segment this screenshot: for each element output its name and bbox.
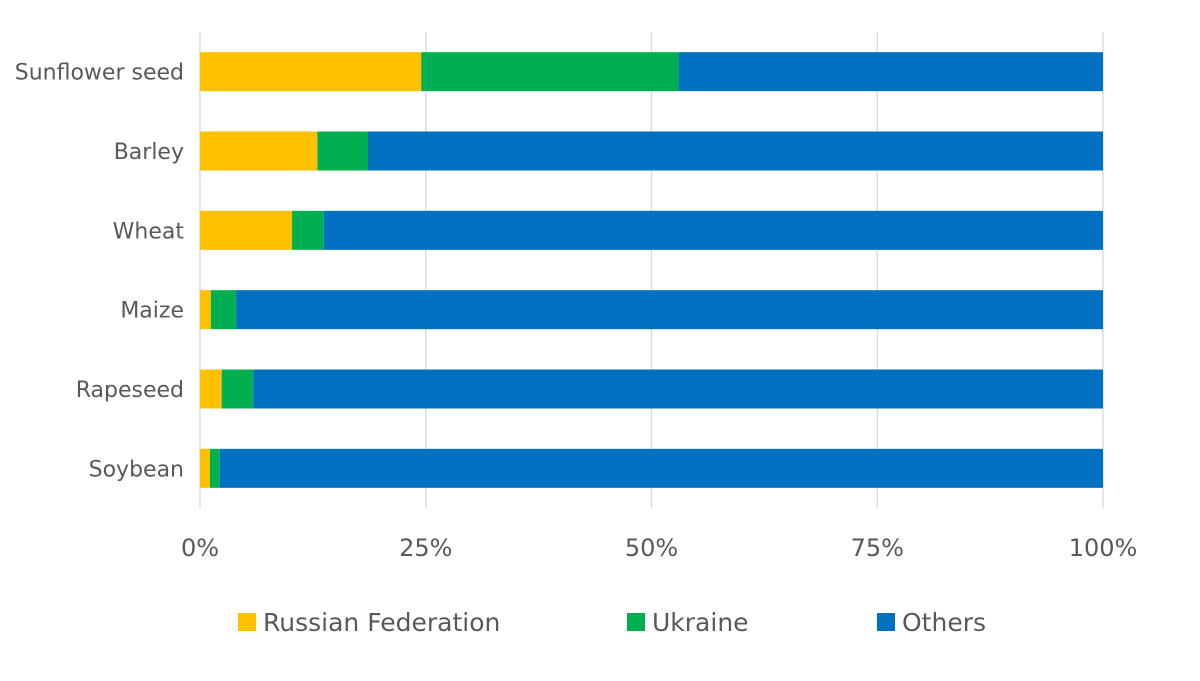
x-tick-label: 25% xyxy=(399,534,452,562)
legend: Russian Federation Ukraine Others xyxy=(238,608,986,637)
category-labels: Sunflower seed Barley Wheat Maize Rapeseed So… xyxy=(15,61,185,483)
x-tick-label: 50% xyxy=(625,534,678,562)
bar-rapeseed-others xyxy=(253,369,1104,409)
category-label: Soybean xyxy=(89,457,184,482)
legend-swatch-russian-federation xyxy=(238,613,256,631)
bar-rapeseed-russian-federation xyxy=(200,369,222,409)
bar-wheat-others xyxy=(323,210,1103,250)
category-label: Maize xyxy=(120,299,184,324)
bar-soybean-ukraine xyxy=(209,448,220,488)
bar-barley-others xyxy=(367,131,1103,171)
category-label: Rapeseed xyxy=(76,378,184,403)
x-tick-label: 0% xyxy=(181,534,219,562)
bars xyxy=(200,52,1104,488)
legend-label-others: Others xyxy=(902,608,986,637)
bar-maize-others xyxy=(236,290,1103,330)
bar-sunflower-seed-others xyxy=(678,52,1103,92)
bar-barley-russian-federation xyxy=(200,131,318,171)
bar-maize-russian-federation xyxy=(200,290,211,330)
x-tick-label: 75% xyxy=(851,534,904,562)
legend-label-russian-federation: Russian Federation xyxy=(263,608,500,637)
bar-sunflower-seed-ukraine xyxy=(421,52,679,92)
bar-wheat-ukraine xyxy=(292,210,324,250)
legend-swatch-others xyxy=(877,613,895,631)
legend-label-ukraine: Ukraine xyxy=(652,608,749,637)
category-label: Barley xyxy=(114,140,184,165)
bar-wheat-russian-federation xyxy=(200,210,293,250)
bar-soybean-others xyxy=(219,448,1104,488)
bar-maize-ukraine xyxy=(210,290,237,330)
legend-swatch-ukraine xyxy=(627,613,645,631)
bar-rapeseed-ukraine xyxy=(221,369,254,409)
bar-sunflower-seed-russian-federation xyxy=(200,52,422,92)
bar-barley-ukraine xyxy=(317,131,368,171)
gridlines xyxy=(199,32,1104,508)
x-axis-ticks: 0% 25% 50% 75% 100% xyxy=(181,534,1137,562)
category-label: Sunflower seed xyxy=(15,61,184,86)
category-label: Wheat xyxy=(113,219,185,244)
bar-soybean-russian-federation xyxy=(200,448,210,488)
x-tick-label: 100% xyxy=(1069,534,1138,562)
